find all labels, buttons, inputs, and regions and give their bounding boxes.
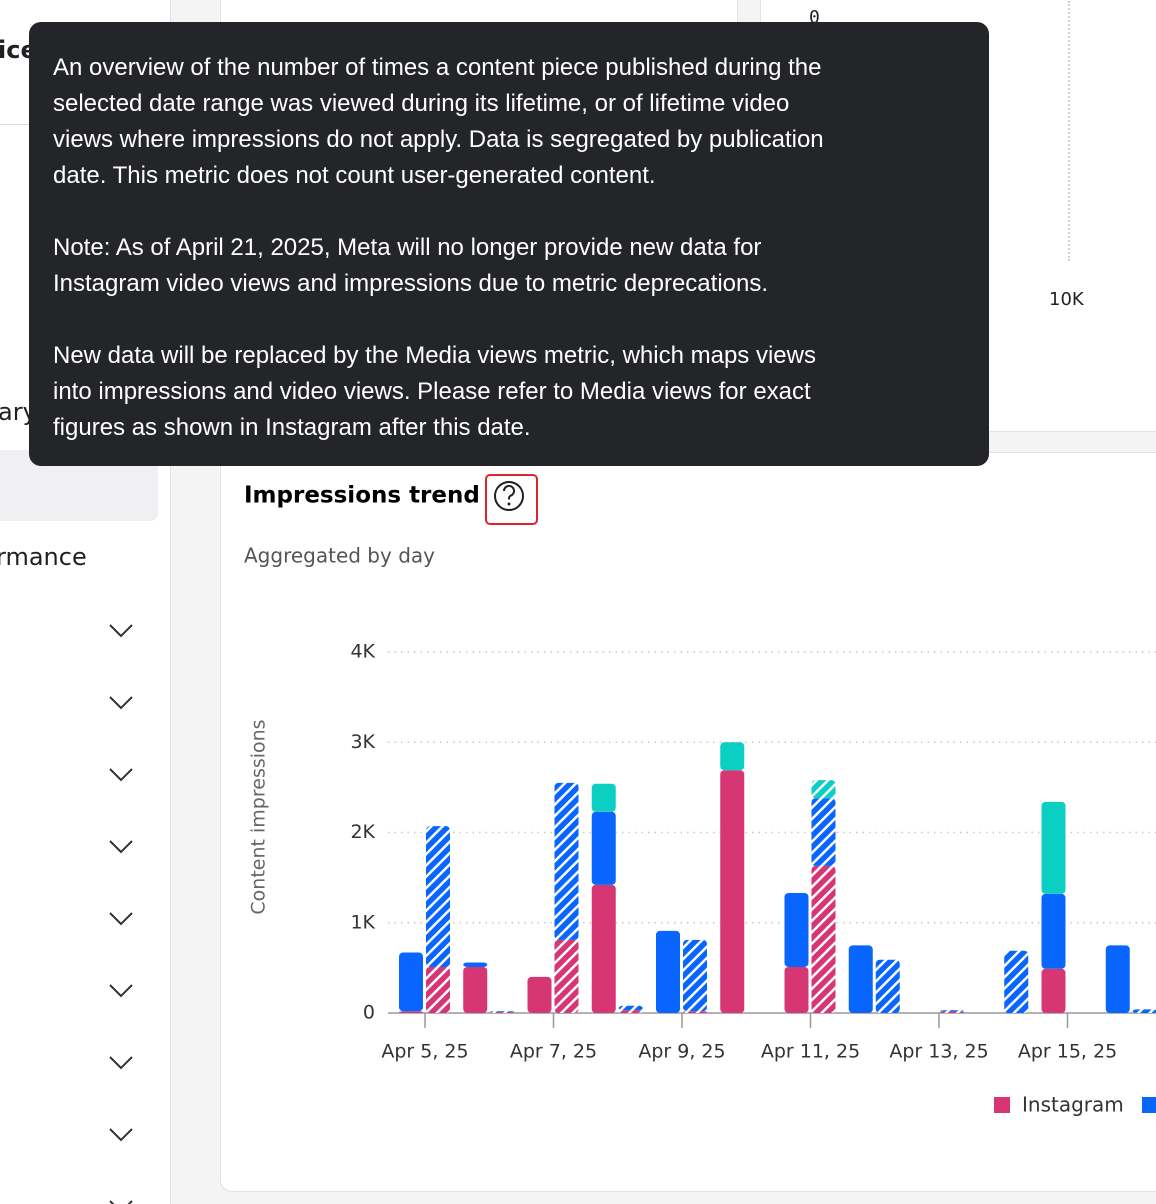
chevron[interactable] [109, 840, 133, 854]
bar-segment [490, 1011, 515, 1013]
chevron[interactable] [109, 624, 133, 638]
tooltip-line: date. This metric does not count user-ge… [53, 162, 656, 189]
bar-segment [940, 1011, 964, 1013]
x-tick-label: Apr 15, 25 [1018, 1041, 1117, 1063]
bar-segment [490, 1012, 515, 1013]
bar-segment [811, 865, 836, 1013]
y-tick-label: 3K [350, 731, 375, 753]
bar-segment [554, 939, 579, 1013]
x-tick-label: Apr 5, 25 [381, 1041, 468, 1063]
tooltip-line: Note: As of April 21, 2025, Meta will no… [53, 234, 762, 261]
bar-segment [1105, 945, 1130, 1013]
bar-segment [811, 798, 836, 866]
y-axis-label: Content impressions [248, 719, 270, 914]
bar-segment [811, 780, 836, 799]
bar-segment [591, 884, 616, 1013]
bar-segment [618, 1005, 643, 1011]
bar-segment [784, 892, 809, 967]
chevron[interactable] [109, 696, 133, 710]
x-tick-label: Apr 13, 25 [889, 1041, 988, 1063]
bar-segment [1132, 1009, 1156, 1013]
bar-segment [1004, 950, 1029, 1013]
bar-segment [875, 959, 900, 1013]
tooltip-line: New data will be replaced by the Media v… [53, 342, 816, 369]
bar-segment [426, 826, 450, 967]
bar-segment [683, 1011, 707, 1013]
legend-swatch [1142, 1097, 1156, 1113]
help-highlight [485, 474, 538, 525]
bar-segment [554, 782, 579, 940]
chevron[interactable] [109, 1056, 133, 1070]
bar-segment [426, 966, 450, 1013]
bar-segment [399, 952, 423, 1012]
tooltip-paragraph: New data will be replaced by the Media v… [53, 338, 965, 446]
help-icon[interactable] [494, 481, 524, 511]
bar-segment [784, 966, 809, 1013]
bar-segment [1041, 893, 1066, 969]
tooltip-line: figures as shown in Instagram after this… [53, 414, 531, 441]
bar-segment [683, 939, 707, 1012]
tooltip-line: An overview of the number of times a con… [53, 54, 822, 81]
chevrons [109, 624, 133, 1204]
y-tick-label: 4K [350, 641, 375, 663]
bar-segment [940, 1010, 964, 1012]
chart-subtitle: Aggregated by day [244, 544, 435, 568]
tick-label: 0 [809, 7, 820, 28]
x-tick-label: Apr 7, 25 [510, 1041, 597, 1063]
help-dot[interactable] [507, 502, 511, 506]
help-circle[interactable] [494, 481, 524, 511]
chevron[interactable] [109, 1128, 133, 1142]
tooltip: An overview of the number of times a con… [29, 22, 989, 466]
bar-segment [1041, 968, 1066, 1013]
tooltip-paragraph: An overview of the number of times a con… [53, 50, 965, 194]
tooltip-paragraph: Note: As of April 21, 2025, Meta will no… [53, 230, 965, 302]
y-tick-label: 2K [350, 821, 375, 843]
bar-segment [591, 783, 616, 812]
bar-segment [618, 1010, 643, 1013]
sidebar-text[interactable]: rmance [0, 543, 87, 571]
bar-segment [399, 1011, 423, 1013]
chart-title: Impressions trend [244, 483, 480, 509]
grid-line [1068, 1, 1070, 261]
y-tick-label: 1K [350, 911, 375, 933]
chevron[interactable] [109, 984, 133, 998]
legend-label: Instagram [1022, 1093, 1124, 1117]
bar-segment [720, 770, 745, 1013]
help-glyph[interactable] [502, 484, 515, 500]
tick-label: 10K [1049, 289, 1084, 310]
tooltip-line: views where impressions do not apply. Da… [53, 126, 824, 153]
bar-segment [656, 930, 680, 1013]
bar-segment [527, 976, 552, 1013]
bar-segment [720, 742, 745, 771]
y-tick-label: 0 [363, 1002, 375, 1024]
bar-segment [463, 962, 488, 967]
x-tick-label: Apr 11, 25 [761, 1041, 860, 1063]
chevron[interactable] [109, 912, 133, 926]
x-tick-label: Apr 9, 25 [638, 1041, 725, 1063]
bar-segment [591, 811, 616, 885]
tooltip-line: selected date range was viewed during it… [53, 90, 790, 117]
tooltip-line: into impressions and video views. Please… [53, 378, 811, 405]
tooltip-line: Instagram video views and impressions du… [53, 270, 769, 297]
chevron[interactable] [109, 768, 133, 782]
chart-card [220, 452, 1156, 1192]
bar-segment [848, 945, 873, 1013]
legend-swatch [994, 1097, 1010, 1113]
bar-segment [463, 966, 488, 1013]
bar-segment [1041, 801, 1066, 894]
